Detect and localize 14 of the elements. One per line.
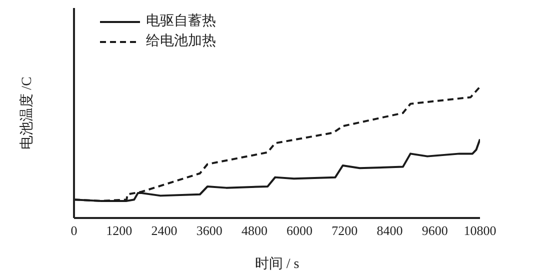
x-tick-label: 8400 xyxy=(376,223,403,238)
x-axis-title: 时间 / s xyxy=(254,256,300,272)
x-tick-label: 7200 xyxy=(332,223,358,238)
x-tick-label: 6000 xyxy=(286,223,313,238)
x-tick-label: 4800 xyxy=(241,223,268,238)
x-tick-label: 3600 xyxy=(196,223,222,238)
x-tick-label: 10800 xyxy=(464,223,496,238)
x-tick-label: 0 xyxy=(70,223,78,238)
x-tick-label: 9600 xyxy=(422,223,448,238)
x-tick-label: 1200 xyxy=(106,223,132,238)
x-tick-label: 2400 xyxy=(151,223,178,238)
y-axis-title: 电池温度 /C xyxy=(18,76,35,150)
legend-label: 电驱自蓄热 xyxy=(146,12,216,31)
legend-label: 给电池加热 xyxy=(146,32,216,51)
